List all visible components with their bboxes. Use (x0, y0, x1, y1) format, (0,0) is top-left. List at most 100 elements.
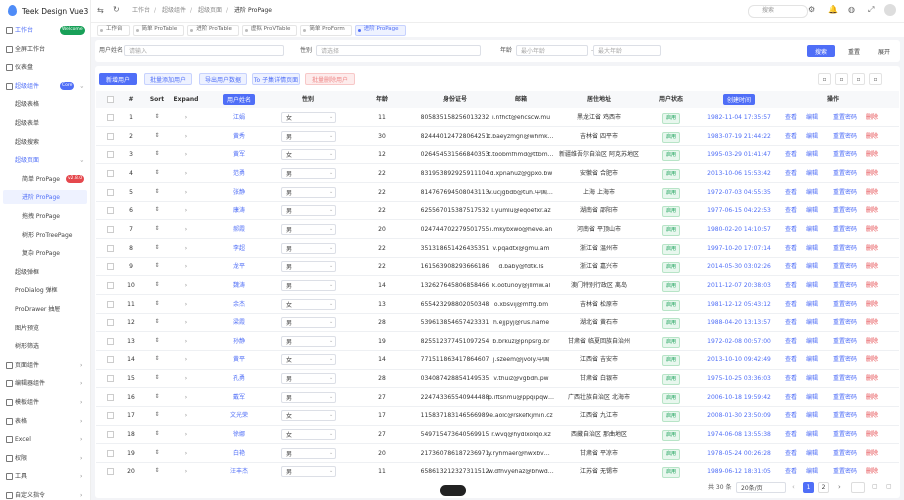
gender-select[interactable]: 女 (281, 354, 336, 366)
tool-icon[interactable]: ▫ (869, 73, 882, 85)
action-link[interactable]: 查看 (785, 449, 798, 457)
cell-name[interactable]: 余杰 (232, 300, 246, 308)
page-next[interactable]: › (838, 483, 841, 491)
action-link[interactable]: 编辑 (806, 412, 819, 420)
action-link[interactable]: 重置密码 (833, 449, 858, 457)
action-link[interactable]: 编辑 (806, 263, 819, 271)
menu-item[interactable]: 工具 (15, 473, 28, 481)
expand-icon[interactable]: › (184, 132, 188, 140)
expand-icon[interactable]: › (184, 281, 188, 289)
action-link[interactable]: 编辑 (806, 281, 819, 289)
page-number[interactable]: 2 (818, 482, 829, 493)
cell-name[interactable]: 文光荣 (229, 412, 249, 420)
action-link[interactable]: 删除 (866, 375, 879, 383)
checkbox[interactable] (107, 449, 114, 457)
action-link[interactable]: 编辑 (806, 225, 819, 233)
action-link[interactable]: 重置密码 (833, 356, 858, 364)
input[interactable]: 请选择 (316, 45, 481, 56)
checkbox[interactable] (107, 281, 114, 289)
tool-icon[interactable]: ▫ (818, 73, 831, 85)
action-link[interactable]: 删除 (866, 431, 879, 439)
menu-item[interactable]: 自定义指令 (15, 492, 46, 499)
cell-name[interactable]: 魏涛 (232, 281, 246, 289)
action-link[interactable]: 查看 (785, 319, 798, 327)
page-size[interactable]: 20条/页 (736, 482, 786, 493)
checkbox[interactable] (107, 412, 114, 420)
action-link[interactable]: 删除 (866, 319, 879, 327)
action-link[interactable]: 删除 (866, 412, 879, 420)
action-link[interactable]: 编辑 (806, 431, 819, 439)
checkbox[interactable] (107, 356, 114, 364)
action-link[interactable]: 删除 (866, 207, 879, 215)
input[interactable]: 最大年龄 (593, 45, 661, 56)
expand-icon[interactable]: › (184, 225, 188, 233)
expand-icon[interactable]: › (184, 114, 188, 121)
sort-handle[interactable]: ⇕ (154, 206, 160, 214)
action-link[interactable]: 删除 (866, 449, 879, 457)
tool-icon[interactable]: ▫ (852, 73, 865, 85)
tab[interactable] (354, 25, 406, 36)
sort-handle[interactable]: ⇕ (154, 187, 160, 195)
action-link[interactable]: 重置密码 (833, 132, 858, 140)
action-link[interactable]: 重置密码 (833, 393, 858, 401)
checkbox[interactable] (107, 263, 114, 271)
menu-item[interactable]: 仪表盘 (15, 64, 34, 72)
action-link[interactable]: 查看 (785, 188, 798, 196)
cell-name[interactable]: 梁霞 (232, 319, 246, 327)
sort-handle[interactable]: ⇕ (154, 336, 160, 344)
menu-item[interactable]: Excel (15, 436, 31, 444)
action-link[interactable]: 查看 (785, 151, 798, 159)
checkbox[interactable] (107, 393, 114, 401)
action-link[interactable]: 编辑 (806, 188, 819, 196)
page-jump[interactable] (851, 482, 865, 493)
action-link[interactable]: 删除 (866, 151, 879, 159)
action-link[interactable]: 编辑 (806, 393, 819, 401)
search-button[interactable]: 重置 (842, 45, 866, 57)
float-pill[interactable] (440, 485, 466, 496)
action-link[interactable]: 查看 (785, 281, 798, 289)
header-icon[interactable]: ⚙ (808, 5, 816, 14)
checkbox[interactable] (107, 244, 114, 252)
avatar[interactable] (884, 4, 896, 16)
menu-item[interactable]: ProDrawer 抽屉 (15, 306, 61, 313)
action-link[interactable]: 重置密码 (833, 151, 858, 159)
action-link[interactable]: 编辑 (806, 244, 819, 252)
action-link[interactable]: 删除 (866, 244, 879, 252)
checkbox[interactable] (107, 375, 114, 383)
checkbox[interactable] (107, 207, 114, 215)
expand-icon[interactable]: › (184, 319, 188, 327)
cell-name[interactable]: 孙静 (232, 337, 246, 345)
action-link[interactable]: 删除 (866, 188, 879, 196)
action-link[interactable]: 编辑 (806, 207, 819, 215)
sort-handle[interactable]: ⇕ (154, 355, 160, 363)
tool-icon[interactable]: ▫ (835, 73, 848, 85)
action-link[interactable]: 编辑 (806, 169, 819, 177)
search-button[interactable]: 搜索 (807, 45, 835, 57)
action-link[interactable]: 查看 (785, 431, 798, 439)
action-link[interactable]: 编辑 (806, 114, 819, 121)
header-icon[interactable]: 🔔 (828, 5, 838, 14)
action-link[interactable]: 查看 (785, 225, 798, 233)
checkbox[interactable] (107, 225, 114, 233)
expand-icon[interactable]: › (184, 431, 188, 439)
toolbar-button[interactable]: 新增用户 (99, 73, 137, 85)
menu-item[interactable]: 超级搜索 (15, 138, 40, 146)
gender-select[interactable]: 男 (281, 279, 336, 291)
cell-name[interactable]: 李超 (232, 244, 246, 252)
input[interactable]: 请输入 (124, 45, 284, 56)
sort-handle[interactable]: ⇕ (154, 467, 160, 475)
action-link[interactable]: 删除 (866, 337, 879, 345)
gender-select[interactable]: 男 (281, 130, 336, 142)
action-link[interactable]: 重置密码 (833, 375, 858, 383)
tab-label[interactable]: 虚拟 ProVTable (250, 26, 291, 32)
sort-handle[interactable]: ⇕ (154, 430, 160, 438)
gender-select[interactable]: 男 (281, 261, 336, 273)
action-link[interactable]: 重置密码 (833, 263, 858, 271)
action-link[interactable]: 删除 (866, 114, 879, 121)
gender-select[interactable]: 男 (281, 447, 336, 459)
cell-name[interactable]: 黄平 (232, 356, 246, 364)
gender-select[interactable]: 男 (281, 466, 336, 478)
action-link[interactable]: 删除 (866, 169, 879, 177)
expand-icon[interactable]: › (184, 207, 188, 215)
action-link[interactable]: 查看 (785, 207, 798, 215)
